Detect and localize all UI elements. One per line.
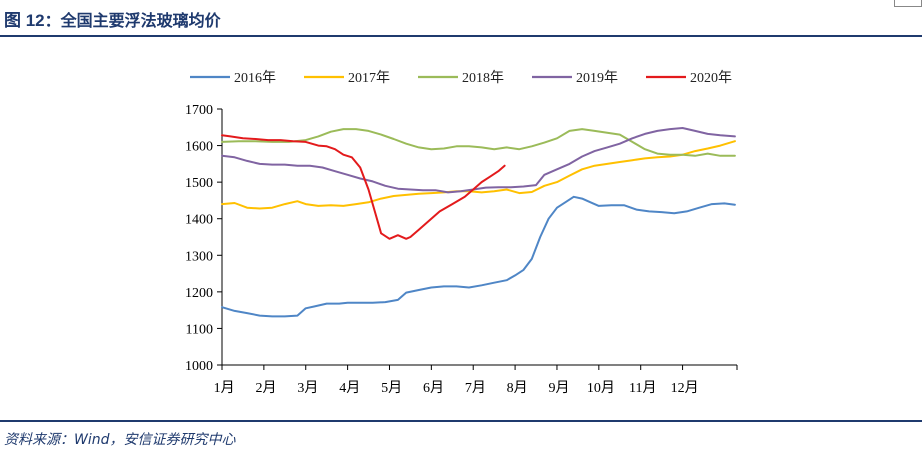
legend-label: 2017年 bbox=[348, 70, 390, 86]
y-tick-label: 1300 bbox=[185, 249, 213, 264]
y-tick-label: 1100 bbox=[186, 322, 213, 337]
x-tick-label: 3月 bbox=[297, 380, 318, 396]
legend-label: 2018年 bbox=[462, 70, 504, 86]
legend-label: 2016年 bbox=[234, 70, 276, 86]
series-line-2018 bbox=[221, 128, 736, 157]
legend-label: 2020年 bbox=[690, 70, 732, 86]
x-tick-label: 11月 bbox=[629, 380, 656, 396]
x-tick-label: 10月 bbox=[587, 380, 615, 396]
x-tick-label: 7月 bbox=[465, 380, 486, 396]
y-tick-label: 1500 bbox=[185, 176, 213, 191]
line-chart: 2016年 2017年 2018年 2019年 2020年 1000 1100 1200 13… bbox=[185, 70, 738, 396]
title-separator: ： bbox=[44, 11, 61, 30]
x-tick-label: 4月 bbox=[339, 380, 360, 396]
series-line-2019 bbox=[221, 127, 736, 194]
x-axis: 1月 2月 3月 4月 5月 6月 7月 8月 9月 10月 11月 12月 bbox=[214, 364, 738, 396]
y-tick-label: 1200 bbox=[185, 286, 213, 301]
header-rule bbox=[0, 35, 922, 37]
figure-title: 图 12：全国主要浮法玻璃均价 bbox=[4, 6, 221, 31]
legend-label: 2019年 bbox=[576, 70, 618, 86]
y-tick-label: 1400 bbox=[185, 213, 213, 228]
x-tick-label: 1月 bbox=[214, 380, 235, 396]
x-tick-label: 12月 bbox=[671, 380, 699, 396]
footer-rule bbox=[0, 420, 922, 422]
legend: 2016年 2017年 2018年 2019年 2020年 bbox=[190, 70, 732, 86]
series-line-2016 bbox=[221, 195, 736, 318]
figure-number: 图 12 bbox=[4, 11, 45, 30]
x-tick-label: 5月 bbox=[381, 380, 402, 396]
x-tick-label: 6月 bbox=[423, 380, 444, 396]
y-tick-label: 1000 bbox=[185, 359, 213, 374]
figure-title-text: 全国主要浮法玻璃均价 bbox=[60, 11, 221, 30]
x-tick-label: 2月 bbox=[255, 380, 276, 396]
source-note: 资料来源：Wind，安信证券研究中心 bbox=[4, 432, 236, 448]
y-tick-label: 1600 bbox=[185, 140, 213, 155]
y-tick-label: 1700 bbox=[185, 103, 213, 118]
x-tick-label: 9月 bbox=[549, 380, 570, 396]
series-line-2020 bbox=[221, 134, 506, 240]
series-line-2017 bbox=[221, 140, 736, 210]
plot-lines bbox=[221, 127, 736, 318]
y-axis: 1000 1100 1200 1300 1400 1500 1600 1700 bbox=[185, 103, 223, 374]
x-tick-label: 8月 bbox=[507, 380, 528, 396]
